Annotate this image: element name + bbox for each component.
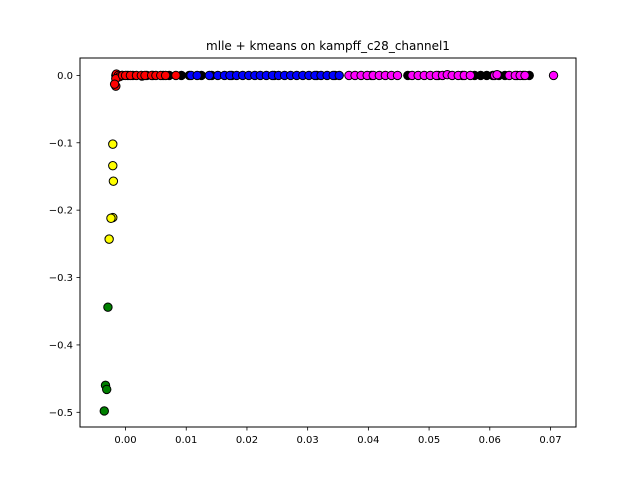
scatter-point: [392, 70, 403, 81]
scatter-point: [548, 70, 559, 81]
scatter-point: [106, 213, 116, 223]
series-4: [104, 139, 119, 244]
x-tick-label: 0.05: [418, 435, 440, 446]
scatter-point: [492, 70, 502, 80]
scatter-point: [103, 302, 113, 312]
y-tick-label: −0.2: [49, 206, 73, 217]
x-tick-label: 0.02: [236, 435, 258, 446]
x-tick-label: 0.03: [297, 435, 319, 446]
y-axis: 0.0 −0.1 −0.2 −0.3 −0.4 −0.5: [49, 71, 80, 419]
scatter-point: [334, 70, 344, 81]
y-tick-label: −0.1: [49, 138, 73, 149]
series-3: [344, 70, 559, 81]
x-tick-label: 0.00: [114, 435, 136, 446]
axes-frame: [79, 57, 577, 428]
y-tick-label: −0.3: [49, 273, 73, 284]
scatter-point: [104, 234, 114, 244]
chart-title: mlle + kmeans on kampff_c28_channel1: [206, 39, 450, 53]
scatter-point: [160, 70, 171, 81]
x-tick-label: 0.01: [175, 435, 197, 446]
scatter-point: [108, 139, 118, 149]
x-axis: 0.00 0.01 0.02 0.03 0.04 0.05 0.06 0.07: [114, 427, 562, 446]
scatter-point: [204, 70, 215, 81]
scatter-point: [171, 70, 181, 81]
x-tick-label: 0.04: [357, 435, 379, 446]
y-tick-label: −0.4: [49, 340, 73, 351]
scatter-point: [99, 406, 109, 416]
scatter-point: [102, 384, 112, 395]
scatter-point: [465, 70, 476, 81]
series-5: [99, 302, 113, 416]
scatter-point: [108, 176, 119, 186]
plot-area: [99, 69, 559, 416]
x-tick-label: 0.06: [479, 435, 501, 446]
y-tick-label: −0.5: [49, 408, 73, 419]
x-tick-label: 0.07: [539, 435, 561, 446]
scatter-point: [108, 160, 118, 171]
y-tick-label: 0.0: [57, 71, 73, 82]
scatter-point: [520, 70, 530, 81]
series-2: [186, 70, 344, 81]
scatter-point: [192, 70, 202, 81]
scatter-point: [109, 79, 120, 89]
series-1: [109, 69, 181, 91]
